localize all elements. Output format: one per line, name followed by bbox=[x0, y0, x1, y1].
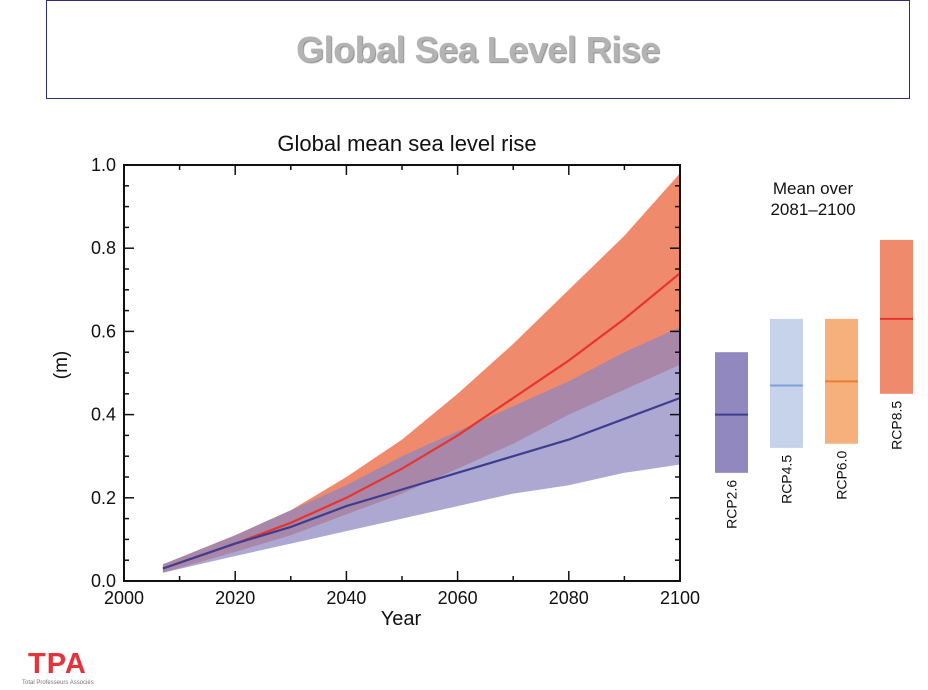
sea-level-chart: Global mean sea level rise (m) Year Mean… bbox=[51, 131, 913, 630]
logo-subtitle: Total Professeurs Associés bbox=[22, 680, 94, 686]
inset-bar-rcp85 bbox=[880, 239, 913, 394]
inset-label-rcp60: RCP6.0 bbox=[834, 451, 850, 500]
inset-bar-rcp45 bbox=[770, 318, 803, 448]
chart-title: Global mean sea level rise bbox=[277, 131, 536, 156]
y-tick-label: 1.0 bbox=[91, 155, 116, 175]
mean-line-rcp26 bbox=[162, 396, 681, 570]
x-axis-label: Year bbox=[381, 608, 422, 630]
x-tick-label: 2000 bbox=[104, 588, 144, 608]
band-rcp85 bbox=[162, 173, 680, 573]
inset-label-rcp26: RCP2.6 bbox=[724, 480, 740, 529]
y-tick-label: 0.8 bbox=[91, 238, 116, 258]
slide-header: Global Sea Level Rise bbox=[46, 0, 910, 99]
y-axis-label: (m) bbox=[51, 351, 72, 379]
x-tick-label: 2100 bbox=[660, 588, 700, 608]
inset-title-line1: Mean over bbox=[773, 179, 854, 198]
inset-bar-rcp26 bbox=[715, 352, 748, 473]
inset-title-line2: 2081–2100 bbox=[770, 200, 855, 219]
band-rcp26 bbox=[162, 327, 680, 573]
x-tick-label: 2080 bbox=[549, 588, 589, 608]
logo-text: TPA bbox=[28, 648, 87, 680]
x-tick-label: 2020 bbox=[215, 588, 255, 608]
mean-line-rcp85 bbox=[162, 272, 681, 570]
x-tick-label: 2060 bbox=[438, 588, 478, 608]
y-tick-label: 0.6 bbox=[91, 321, 116, 341]
y-tick-label: 0.4 bbox=[91, 405, 116, 425]
y-tick-label: 0.2 bbox=[91, 488, 116, 508]
inset-label-rcp45: RCP4.5 bbox=[779, 455, 795, 504]
inset-label-rcp85: RCP8.5 bbox=[889, 401, 905, 450]
x-tick-label: 2040 bbox=[326, 588, 366, 608]
y-tick-label: 0.0 bbox=[91, 571, 116, 591]
tpa-logo: TPA Total Professeurs Associés bbox=[22, 650, 94, 687]
slide-title: Global Sea Level Rise bbox=[296, 29, 660, 70]
